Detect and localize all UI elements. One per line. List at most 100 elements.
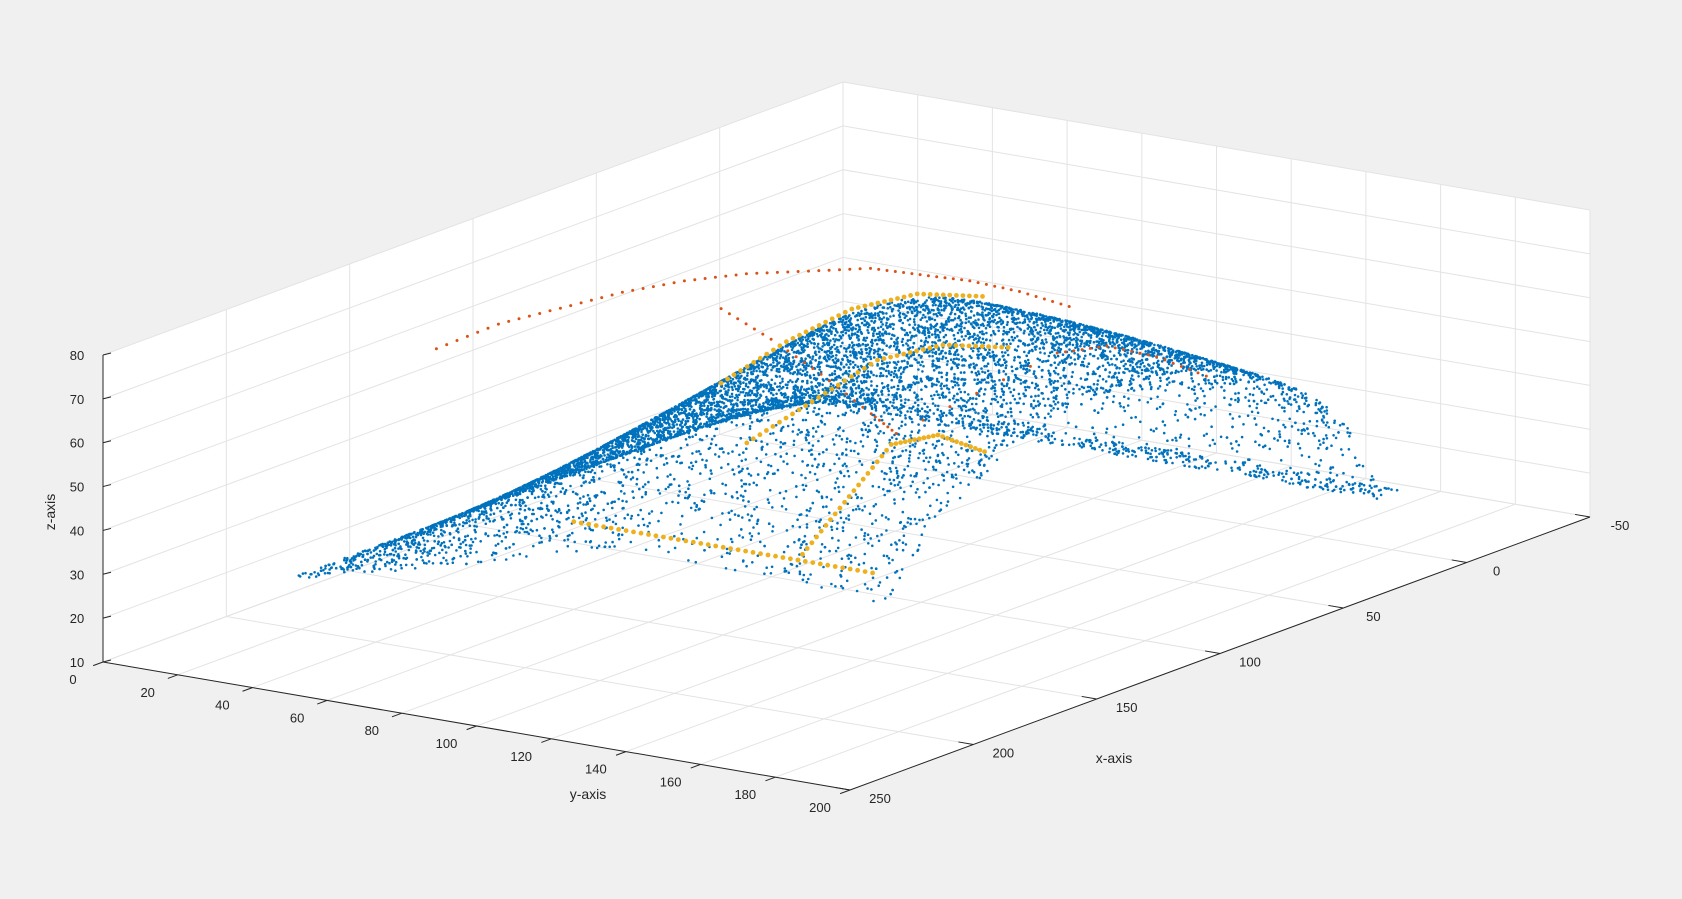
surface-point — [548, 539, 551, 542]
surface-point — [622, 456, 625, 460]
surface-point — [1027, 333, 1031, 336]
surface-point — [959, 327, 963, 331]
surface-point — [389, 568, 393, 571]
surface-point — [742, 381, 745, 385]
surface-point — [686, 480, 689, 483]
surface-point — [870, 588, 873, 591]
surface-point — [990, 309, 993, 313]
surface-point — [906, 410, 909, 413]
surface-point — [783, 567, 787, 570]
surface-point — [1317, 446, 1320, 450]
surface-point — [436, 522, 440, 525]
surface-point — [714, 453, 717, 456]
surface-point — [882, 554, 886, 557]
surface-point — [730, 385, 733, 389]
surface-point — [847, 557, 850, 560]
surface-point — [1105, 431, 1108, 434]
surface-point — [559, 490, 563, 494]
surface-point — [1092, 382, 1096, 386]
surface-point — [442, 541, 446, 544]
surface-point — [906, 319, 910, 322]
surface-point — [1208, 381, 1211, 385]
surface-point — [957, 358, 961, 361]
surface-point — [860, 309, 863, 313]
surface-point — [841, 451, 844, 455]
surface-point — [918, 495, 921, 499]
surface-point — [394, 563, 397, 566]
surface-point — [1040, 438, 1043, 442]
surface-point — [1144, 350, 1147, 353]
surface-point — [787, 359, 791, 362]
surface-point — [587, 470, 590, 474]
surface-point — [704, 463, 707, 467]
surface-point — [862, 357, 865, 361]
surface-point — [1007, 338, 1011, 342]
surface-point — [859, 440, 863, 443]
surface-point — [1082, 323, 1085, 327]
surface-point — [464, 543, 468, 547]
surface-point — [1179, 433, 1183, 437]
surface-point — [1126, 404, 1130, 407]
surface-point — [786, 398, 790, 401]
surface-point — [768, 383, 771, 386]
surface-point — [1177, 370, 1180, 374]
surface-point — [1130, 416, 1133, 420]
surface-point — [999, 395, 1003, 399]
surface-point — [896, 413, 899, 417]
surface-point — [806, 379, 809, 383]
surface-point — [426, 551, 429, 554]
surface-point — [1081, 360, 1084, 364]
surface-point — [525, 526, 528, 530]
surface-point — [521, 527, 525, 531]
surface-point — [1004, 373, 1008, 376]
surface-point — [1036, 331, 1039, 335]
surface-point — [1072, 387, 1075, 391]
surface-point — [878, 334, 882, 338]
surface-point — [1224, 375, 1228, 379]
surface-point — [970, 370, 974, 374]
surface-point — [996, 432, 1000, 436]
surface-point — [836, 477, 839, 480]
surface-point — [928, 516, 931, 520]
surface-point — [997, 312, 1000, 316]
surface-point — [1158, 385, 1162, 388]
surface-point — [965, 401, 969, 404]
surface-point — [1230, 377, 1234, 381]
surface-point — [515, 526, 519, 529]
surface-point — [394, 560, 398, 564]
surface-point — [946, 500, 950, 503]
surface-point — [604, 541, 607, 544]
surface-point — [551, 528, 554, 531]
surface-point — [910, 430, 914, 434]
surface-point — [1027, 421, 1030, 425]
surface-point — [730, 392, 734, 396]
surface-point — [872, 397, 875, 401]
surface-point — [858, 507, 861, 511]
surface-point — [986, 324, 989, 327]
surface-point — [695, 450, 698, 453]
surface-point — [800, 385, 803, 389]
surface-point — [924, 336, 928, 340]
surface-point — [955, 357, 958, 361]
surface-point — [846, 502, 849, 506]
surface-point — [1012, 388, 1016, 392]
surface-point — [1128, 358, 1131, 361]
surface-point — [878, 310, 882, 314]
surface-point — [762, 412, 766, 415]
surface-point — [688, 466, 691, 469]
surface-point — [882, 451, 885, 455]
surface-point — [499, 509, 502, 513]
surface-point — [1052, 386, 1056, 390]
surface-point — [563, 539, 566, 542]
surface-point — [622, 473, 626, 476]
surface-point — [1038, 347, 1042, 350]
surface-point — [391, 548, 395, 552]
grid-line-z — [102, 300, 1591, 575]
surface-point — [1026, 343, 1030, 347]
surface-point — [1330, 444, 1333, 448]
surface-point — [945, 384, 948, 387]
surface-point — [498, 534, 501, 538]
surface-point — [639, 508, 642, 512]
surface-point — [836, 546, 840, 550]
surface-point — [895, 472, 899, 475]
